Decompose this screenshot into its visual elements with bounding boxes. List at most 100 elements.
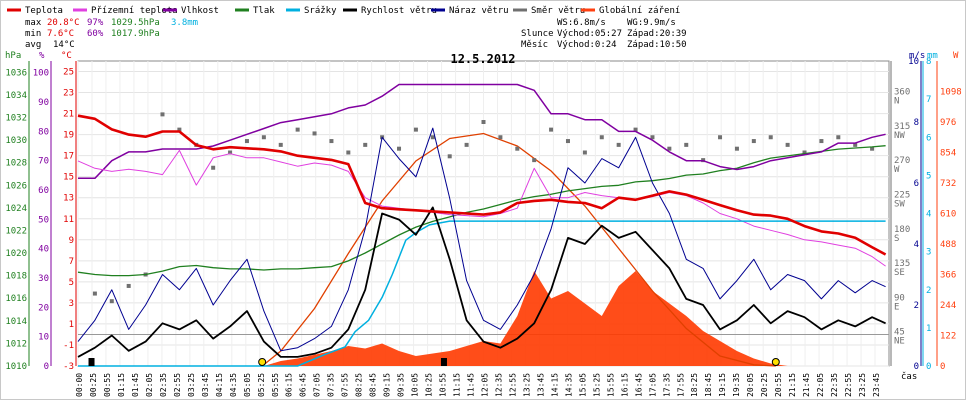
temp-axis-tick: 13 [63, 194, 74, 204]
stat-moon-label: Měsíc [521, 40, 548, 50]
wind-direction-point [278, 142, 283, 147]
wind-direction-point [870, 146, 875, 151]
radiation-axis-tick: 488 [940, 240, 956, 250]
x-tick-label: 18:45 [704, 373, 713, 397]
pressure-axis-tick: 1036 [5, 68, 27, 78]
axes: 1010101210141016101810201022102410261028… [5, 51, 962, 397]
series-humidity-line [78, 83, 886, 180]
x-tick-label: 22:35 [830, 373, 839, 397]
temp-axis-tick: -1 [63, 341, 74, 351]
series-gust-line [77, 127, 886, 352]
radiation-axis-tick: 854 [940, 149, 956, 159]
direction-name: N [894, 97, 899, 107]
temp-axis-tick: 11 [63, 215, 74, 225]
wind-direction-point [650, 135, 655, 140]
wind-direction-point [802, 150, 807, 155]
stat-moon-rise: Východ:0:24 [557, 40, 617, 50]
wind-direction-point [447, 154, 452, 159]
humidity-axis-tick: 30 [38, 274, 49, 284]
legend-label: Rychlost větru [361, 6, 437, 16]
temp-axis-tick: -3 [63, 362, 74, 372]
rain-axis-tick: 0 [926, 362, 931, 372]
x-tick-label: 13:25 [522, 373, 531, 397]
direction-axis-tick: 315 [894, 122, 910, 132]
wind-direction-point [549, 127, 554, 132]
x-tick-label: 15:25 [592, 373, 601, 397]
x-tick-label: 22:05 [816, 373, 825, 397]
wind-axis-tick: 10 [908, 57, 919, 67]
stat-avg-label: avg [25, 40, 41, 50]
pressure-axis-tick: 1024 [5, 204, 27, 214]
direction-name: NW [894, 131, 905, 141]
series-radiation-area [78, 271, 886, 366]
direction-name: E [894, 302, 899, 312]
x-tick-label: 05:25 [257, 373, 266, 397]
temp-axis-tick: 17 [63, 152, 74, 162]
x-tick-label: 19:35 [732, 373, 741, 397]
direction-name: NE [894, 337, 905, 347]
temp-axis-tick: 15 [63, 173, 74, 183]
wind-direction-point [684, 142, 689, 147]
stat-sun-rise: Východ:05:27 [557, 29, 622, 39]
x-tick-label: 10:25 [425, 373, 434, 397]
x-tick-label: 05:55 [271, 373, 280, 397]
wind-direction-point [819, 139, 824, 144]
legend-label: Srážky [304, 6, 337, 16]
stat-sun-set: Západ:20:39 [627, 29, 687, 39]
x-tick-label: 17:55 [676, 373, 685, 397]
stat-max-label: max [25, 18, 42, 28]
pressure-axis-tick: 1034 [5, 91, 27, 101]
wind-direction-point [853, 142, 858, 147]
humidity-axis-tick: 0 [44, 362, 49, 372]
x-tick-label: 09:35 [397, 373, 406, 397]
moonrise-marker [88, 358, 95, 366]
stat-min-hum: 60% [87, 29, 104, 39]
stat-moon-set: Západ:10:50 [627, 40, 687, 50]
humidity-axis-tick: 40 [38, 245, 49, 255]
x-tick-label: 02:55 [173, 373, 182, 397]
x-tick-label: 07:35 [327, 373, 336, 397]
pressure-axis-tick: 1010 [5, 362, 27, 372]
wind-direction-point [582, 150, 587, 155]
x-tick-label: 16:15 [620, 373, 629, 397]
series-rain-line [78, 220, 886, 367]
axis-unit: % [39, 51, 45, 61]
direction-name: S [894, 234, 899, 244]
wind-direction-point [565, 139, 570, 144]
direction-axis-tick: 45 [894, 328, 905, 338]
temp-axis-tick: 1 [69, 320, 74, 330]
stat-min-label: min [25, 29, 41, 39]
radiation-axis-tick: 1098 [940, 88, 962, 98]
rain-axis-tick: 8 [926, 57, 931, 67]
x-tick-label: 11:45 [467, 373, 476, 397]
moonset-marker [440, 358, 447, 366]
x-tick-label: 10:55 [439, 373, 448, 397]
x-tick-label: 14:35 [564, 373, 573, 397]
temp-axis-tick: 3 [69, 299, 74, 309]
x-tick-label: 01:45 [131, 373, 140, 397]
pressure-axis-tick: 1012 [5, 339, 27, 349]
legend-label: Směr větru [531, 6, 585, 16]
humidity-axis-tick: 90 [38, 98, 49, 108]
direction-axis-tick: 135 [894, 259, 910, 269]
pressure-axis-tick: 1026 [5, 181, 27, 191]
radiation-axis-tick: 122 [940, 332, 956, 342]
wind-direction-point [346, 150, 351, 155]
x-tick-label: 16:45 [634, 373, 643, 397]
humidity-axis-tick: 100 [33, 69, 49, 79]
humidity-axis-tick: 80 [38, 127, 49, 137]
axis-unit: W [953, 51, 959, 61]
axis-unit: °C [61, 51, 72, 61]
wind-direction-point [228, 150, 233, 155]
series-radiation-theory-line [261, 132, 776, 367]
x-tick-label: 08:25 [355, 373, 364, 397]
pressure-axis-tick: 1016 [5, 294, 27, 304]
wind-direction-point [126, 283, 131, 288]
x-tick-label: 09:15 [383, 373, 392, 397]
x-tick-label: 06:45 [299, 373, 308, 397]
temp-axis-tick: 23 [63, 89, 74, 99]
stat-max-press: 1029.5hPa [111, 18, 160, 28]
wind-direction-point [261, 135, 266, 140]
x-tick-label: 12:05 [481, 373, 490, 397]
